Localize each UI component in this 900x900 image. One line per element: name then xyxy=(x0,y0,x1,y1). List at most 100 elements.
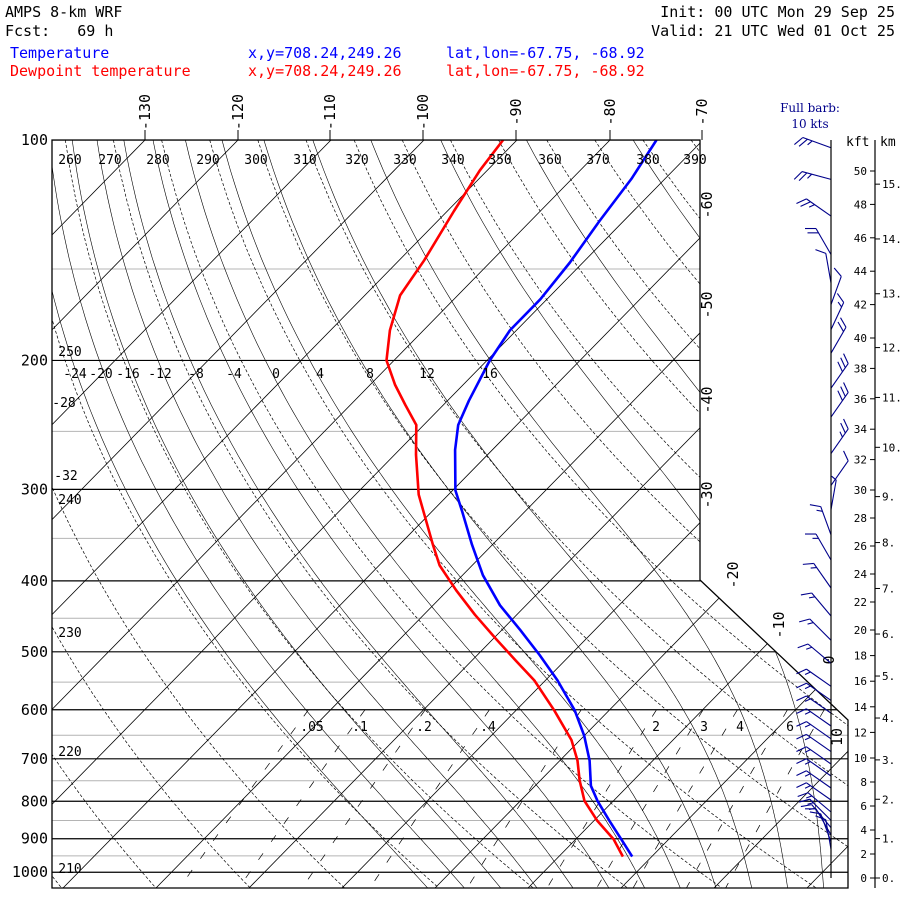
km-tick-label: 15. xyxy=(882,178,900,191)
pressure-tick-label: 500 xyxy=(21,643,48,661)
moist-adiabat-label: -8 xyxy=(188,367,204,382)
km-tick-label: 3. xyxy=(882,754,895,767)
km-tick-label: 7. xyxy=(882,582,895,595)
isotherm-label: -60 xyxy=(698,191,716,218)
init-time: Init: 00 UTC Mon 29 Sep 25 xyxy=(660,3,895,21)
moist-adiabat-label: -16 xyxy=(116,367,139,382)
kft-tick-label: 22 xyxy=(854,596,867,609)
mixing-ratio-label: 3 xyxy=(700,720,708,735)
dry-adiabat-line xyxy=(546,140,848,888)
moist-adiabat-line xyxy=(263,140,717,888)
theta-label: 280 xyxy=(146,153,169,168)
isotherm-label: -50 xyxy=(698,291,716,318)
moist-adiabat-line xyxy=(52,140,428,888)
legend-temperature-xy: x,y=708.24,249.26 xyxy=(248,44,402,62)
pressure-tick-label: 300 xyxy=(21,480,48,498)
moist-adiabat-label: -24 xyxy=(63,367,87,382)
moist-adiabat-line xyxy=(52,140,465,888)
mixing-ratio-line xyxy=(467,709,582,888)
isotherm-label: -90 xyxy=(507,98,525,125)
moist-adiabat-label: 0 xyxy=(272,367,280,382)
isotherm-line xyxy=(713,140,848,888)
wind-note-line1: Full barb: xyxy=(780,101,840,115)
isotherm-label: 10 xyxy=(828,728,846,746)
isotherm-label: -120 xyxy=(229,94,247,130)
wind-barb xyxy=(799,798,832,821)
wind-barb xyxy=(796,758,832,777)
kft-tick-label: 42 xyxy=(854,299,867,312)
dry-adiabat-line xyxy=(52,140,251,888)
moist-adiabat-line xyxy=(767,140,848,888)
wind-barb xyxy=(796,733,832,753)
plot-frame xyxy=(51,139,849,889)
dry-adiabat-line xyxy=(52,140,439,888)
wind-barb xyxy=(796,695,832,714)
wind-barb xyxy=(815,249,832,283)
moist-adiabat-line xyxy=(185,140,645,888)
isotherm-label: -70 xyxy=(693,98,711,125)
legend-temperature-latlon: lat,lon=-67.75, -68.92 xyxy=(446,44,645,62)
wind-barb xyxy=(796,708,832,727)
kft-tick-label: 46 xyxy=(854,232,867,245)
isotherm-label: -80 xyxy=(601,98,619,125)
kft-tick-label: 30 xyxy=(854,484,867,497)
isotherm-line xyxy=(52,140,611,888)
wind-barb xyxy=(830,317,847,354)
moist-adiabat-label: 8 xyxy=(366,367,374,382)
plot-border xyxy=(51,139,849,889)
isotherm-label: -10 xyxy=(770,611,788,638)
forecast-hour: Fcst: 69 h xyxy=(5,22,113,40)
kft-tick-label: 8 xyxy=(860,776,867,789)
temperature-profile-line xyxy=(453,140,658,858)
wind-barb xyxy=(796,782,832,801)
kft-label: kft xyxy=(846,135,869,150)
kft-tick-label: 34 xyxy=(854,423,868,436)
moist-adiabat-label: -12 xyxy=(148,367,171,382)
mixing-ratio-label: 4 xyxy=(736,720,744,735)
km-tick-label: 11. xyxy=(882,391,900,404)
km-tick-label: 14. xyxy=(882,233,900,246)
pressure-tick-label: 1000 xyxy=(12,863,48,881)
wind-barb xyxy=(796,668,832,687)
km-tick-label: 2. xyxy=(882,793,895,806)
wind-barb xyxy=(799,618,832,641)
wind-barbs xyxy=(793,136,849,850)
wind-barb xyxy=(830,450,849,486)
background-grid xyxy=(52,140,848,888)
kft-tick-label: 14 xyxy=(854,701,868,714)
mixing-ratio-label: .2 xyxy=(416,720,432,735)
pressure-tick-label: 800 xyxy=(21,792,48,810)
isotherm-label: -130 xyxy=(136,94,154,130)
kft-tick-label: 12 xyxy=(854,726,867,739)
km-tick-label: 10. xyxy=(882,441,900,454)
theta-label: 260 xyxy=(58,153,81,168)
mixing-ratio-line xyxy=(302,709,426,888)
left-label: -28 xyxy=(52,396,75,411)
wind-barb xyxy=(815,815,832,850)
theta-label: 270 xyxy=(98,153,121,168)
dry-adiabat-line xyxy=(52,140,156,888)
kft-tick-label: 6 xyxy=(860,800,867,813)
isotherm-line xyxy=(52,140,425,888)
kft-tick-label: 18 xyxy=(854,650,867,663)
left-label: 250 xyxy=(58,345,81,360)
wind-barb xyxy=(793,171,832,182)
kft-tick-label: 36 xyxy=(854,393,867,406)
moist-adiabat-line xyxy=(123,140,574,888)
isotherm-line xyxy=(62,140,797,888)
km-tick-label: 6. xyxy=(882,628,895,641)
dry-adiabat-line xyxy=(305,140,848,888)
legend-temperature-label: Temperature xyxy=(10,44,109,62)
kft-tick-label: 4 xyxy=(860,824,867,837)
isotherm-label: -100 xyxy=(414,94,432,130)
pressure-tick-label: 700 xyxy=(21,750,48,768)
pressure-tick-label: 100 xyxy=(21,131,48,149)
moist-adiabat-label: 12 xyxy=(419,367,435,382)
isotherm-line xyxy=(155,140,848,888)
legend-dewpoint-latlon: lat,lon=-67.75, -68.92 xyxy=(446,62,645,80)
sounding-profiles xyxy=(385,140,658,858)
kft-tick-label: 16 xyxy=(854,675,867,688)
theta-label: 300 xyxy=(244,153,267,168)
theta-label: 390 xyxy=(683,153,706,168)
